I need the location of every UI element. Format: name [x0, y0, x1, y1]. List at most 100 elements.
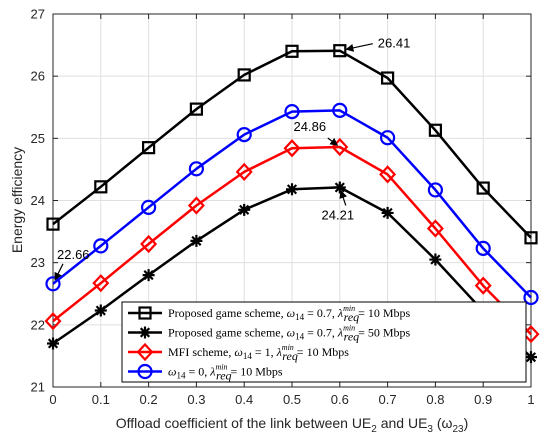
data-point-s4 — [523, 289, 539, 306]
data-point-s2 — [286, 183, 298, 196]
series-line-s3 — [52, 145, 532, 336]
legend-text-part: Proposed game scheme, — [168, 306, 287, 320]
annotation-label: 22.66 — [57, 247, 90, 262]
data-point-s1 — [428, 123, 442, 137]
legend: Proposed game scheme, ω14 = 0.7, λmin = … — [121, 301, 527, 383]
legend-marker-s2 — [139, 326, 151, 339]
x-tick-label: 0.1 — [92, 392, 110, 407]
annotation-arrow — [327, 137, 339, 146]
data-point-s3 — [379, 165, 397, 184]
legend-text-part: 14 — [295, 332, 305, 342]
legend-text-part: min — [282, 343, 294, 352]
data-point-s4 — [475, 240, 491, 256]
x-tick-label: 0.4 — [235, 392, 253, 407]
legend-marker-s4 — [137, 363, 153, 380]
legend-text-part: = 50 Mbps — [355, 326, 410, 340]
data-point-s1 — [46, 217, 60, 231]
y-axis-label: Energy efficiency — [9, 147, 25, 253]
data-point-s1 — [94, 180, 108, 194]
legend-subscript: req — [282, 349, 298, 363]
data-point-s1 — [142, 141, 156, 155]
data-point-s3 — [283, 139, 301, 158]
legend-text-part: λ — [276, 345, 282, 359]
data-point-s2 — [381, 206, 394, 219]
legend-entry-s3: MFI scheme, ω14 = 1, λmin = 10 Mbps — [168, 343, 349, 361]
x-axis-label-sub: 2 — [371, 424, 377, 435]
y-tick-label: 25 — [31, 131, 45, 146]
annotation-label: 24.86 — [294, 119, 327, 134]
legend-entry-s2: Proposed game scheme, ω14 = 0.7, λmin = … — [168, 324, 411, 342]
annotation-label: 24.21 — [322, 207, 355, 222]
legend-text-part: min — [343, 304, 355, 313]
y-tick-label: 24 — [31, 193, 45, 208]
legend-text-part: = 10 Mbps — [227, 365, 282, 379]
legend-text-part: 14 — [243, 351, 253, 361]
data-point-s2 — [190, 234, 203, 247]
x-axis-label-part: Offload coefficient of the link between … — [116, 415, 372, 431]
x-axis-label-part: ) — [464, 415, 469, 431]
series-line-s4 — [52, 109, 532, 299]
x-tick-label: 0.2 — [140, 392, 158, 407]
data-point-s1 — [189, 102, 203, 116]
legend-subscript: req — [344, 330, 360, 344]
annotation-arrow — [345, 43, 373, 52]
y-tick-label: 26 — [31, 69, 45, 84]
legend-text-part: λ — [337, 306, 343, 320]
legend-text-part: = 10 Mbps — [294, 345, 349, 359]
data-point-s3 — [44, 311, 62, 331]
legend-text-part: = 0, — [185, 365, 210, 379]
y-tick-label: 23 — [31, 255, 45, 270]
data-point-s4 — [380, 130, 396, 146]
annotation-label: 26.41 — [378, 36, 411, 51]
legend-marker-s3 — [136, 342, 154, 362]
data-point-s2 — [47, 337, 59, 350]
data-point-s4 — [45, 276, 61, 292]
legend-text-part: 14 — [295, 312, 305, 322]
x-tick-label: 0.7 — [379, 392, 397, 407]
legend-text-part: ω — [234, 345, 242, 359]
x-tick-label: 0 — [49, 392, 56, 407]
legend-text-part: = 0.7, — [304, 306, 338, 320]
data-point-s4 — [188, 161, 204, 177]
legend-text-part: λ — [337, 326, 343, 340]
series-line-s1 — [52, 49, 532, 239]
data-point-s2 — [333, 181, 346, 194]
y-tick-label: 21 — [31, 380, 45, 395]
data-point-s3 — [235, 162, 253, 182]
data-point-s3 — [92, 274, 110, 293]
annotations-layer: 26.41 24.86 24.21 22.66 — [54, 36, 411, 281]
legend-marker-s1 — [138, 306, 152, 320]
series-layer — [44, 44, 540, 364]
legend-text-part: = 0.7, — [304, 326, 338, 340]
data-point-s1 — [476, 181, 490, 195]
data-point-s1 — [333, 44, 347, 58]
data-point-s1 — [381, 71, 395, 85]
legend-text-part: ω — [287, 306, 295, 320]
data-point-s4 — [284, 104, 300, 120]
legend-entry-s4: ω14 = 0, λmin = 10 Mbps — [168, 363, 283, 381]
x-tick-label: 0.6 — [331, 392, 349, 407]
data-point-s4 — [332, 102, 348, 118]
legend-text-part: ω — [287, 326, 295, 340]
x-axis-label: Offload coefficient of the link between … — [116, 415, 469, 435]
x-axis-label-sub: 3 — [427, 424, 433, 435]
data-point-s3 — [187, 196, 205, 215]
data-point-s1 — [285, 44, 299, 58]
y-tick-label: 27 — [31, 7, 45, 22]
legend-subscript: req — [216, 369, 232, 383]
x-tick-label: 0.3 — [187, 392, 205, 407]
legend-text-part: ω — [168, 365, 176, 379]
data-point-s3 — [474, 276, 492, 295]
legend-text-part: MFI scheme, — [168, 345, 234, 359]
axis-ticks: 0 0.1 0.2 0.3 0.4 0.5 0.6 0.7 0.8 0.9 1 21 22 23 24 25 2… — [31, 7, 535, 408]
data-point-s1 — [524, 231, 538, 245]
data-point-s1 — [237, 68, 251, 82]
annotation-arrow — [54, 263, 64, 281]
legend-entry-s1: Proposed game scheme, ω14 = 0.7, λmin = … — [168, 304, 411, 322]
data-point-s4 — [236, 127, 252, 143]
x-axis-label-part: and UE — [377, 415, 428, 431]
data-point-s2 — [525, 351, 537, 364]
x-tick-label: 0.8 — [426, 392, 444, 407]
data-point-s4 — [141, 199, 157, 215]
x-axis-label-sub: 23 — [452, 424, 464, 435]
